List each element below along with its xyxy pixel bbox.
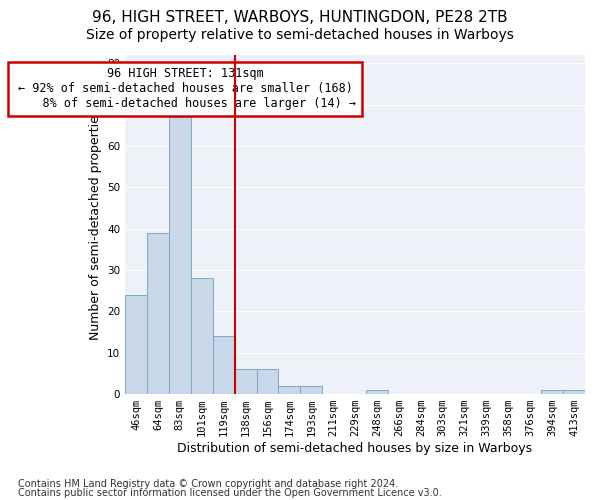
Text: Contains public sector information licensed under the Open Government Licence v3: Contains public sector information licen…	[18, 488, 442, 498]
Bar	[125, 295, 147, 394]
Bar	[169, 117, 191, 394]
Text: Size of property relative to semi-detached houses in Warboys: Size of property relative to semi-detach…	[86, 28, 514, 42]
Bar	[147, 233, 169, 394]
Text: 96, HIGH STREET, WARBOYS, HUNTINGDON, PE28 2TB: 96, HIGH STREET, WARBOYS, HUNTINGDON, PE…	[92, 10, 508, 25]
Text: 96 HIGH STREET: 131sqm
← 92% of semi-detached houses are smaller (168)
    8% of: 96 HIGH STREET: 131sqm ← 92% of semi-det…	[14, 68, 356, 110]
Bar	[257, 370, 278, 394]
Bar	[278, 386, 301, 394]
Bar	[235, 370, 257, 394]
X-axis label: Distribution of semi-detached houses by size in Warboys: Distribution of semi-detached houses by …	[178, 442, 533, 455]
Bar	[541, 390, 563, 394]
Bar	[213, 336, 235, 394]
Y-axis label: Number of semi-detached properties: Number of semi-detached properties	[89, 109, 101, 340]
Bar	[301, 386, 322, 394]
Bar	[563, 390, 585, 394]
Bar	[366, 390, 388, 394]
Bar	[191, 278, 213, 394]
Text: Contains HM Land Registry data © Crown copyright and database right 2024.: Contains HM Land Registry data © Crown c…	[18, 479, 398, 489]
